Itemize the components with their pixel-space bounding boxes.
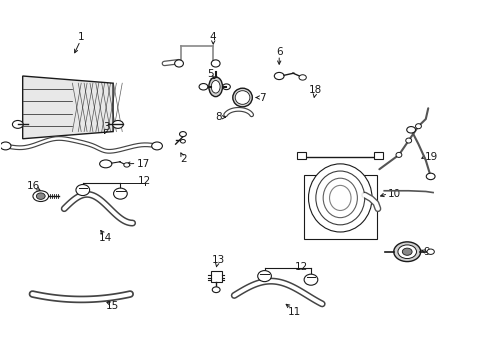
Text: 1: 1 (78, 32, 85, 42)
Ellipse shape (211, 60, 220, 67)
Text: 12: 12 (138, 176, 151, 186)
Text: 19: 19 (425, 152, 438, 162)
Ellipse shape (304, 274, 318, 285)
Ellipse shape (427, 249, 434, 255)
Text: 4: 4 (210, 32, 217, 41)
Bar (211, 271, 221, 282)
Ellipse shape (316, 171, 365, 225)
Ellipse shape (299, 75, 306, 80)
Ellipse shape (426, 173, 435, 180)
Ellipse shape (258, 271, 271, 282)
Text: 8: 8 (215, 112, 221, 122)
Ellipse shape (330, 185, 351, 211)
Ellipse shape (12, 121, 23, 129)
Ellipse shape (407, 127, 416, 133)
Bar (297, 152, 306, 159)
Ellipse shape (323, 178, 357, 218)
Ellipse shape (33, 191, 49, 202)
Ellipse shape (179, 132, 186, 136)
Text: 5: 5 (207, 69, 214, 79)
Text: 17: 17 (137, 158, 150, 168)
Text: 2: 2 (181, 154, 187, 164)
Ellipse shape (394, 242, 420, 262)
Ellipse shape (99, 160, 112, 168)
Ellipse shape (199, 84, 208, 90)
Ellipse shape (233, 88, 252, 107)
Ellipse shape (235, 91, 250, 104)
Ellipse shape (180, 139, 185, 143)
Ellipse shape (222, 84, 230, 90)
Ellipse shape (0, 142, 11, 150)
Ellipse shape (114, 188, 127, 199)
Ellipse shape (398, 245, 416, 258)
Ellipse shape (113, 121, 123, 129)
Text: 18: 18 (309, 85, 322, 95)
Text: 15: 15 (105, 301, 119, 311)
Ellipse shape (274, 72, 284, 80)
Ellipse shape (402, 248, 412, 255)
Text: 16: 16 (27, 181, 41, 191)
Ellipse shape (396, 152, 402, 157)
Ellipse shape (36, 193, 45, 199)
Text: 6: 6 (276, 46, 283, 57)
Bar (374, 152, 383, 159)
Ellipse shape (209, 77, 222, 96)
Text: 7: 7 (259, 93, 265, 103)
Ellipse shape (212, 287, 220, 293)
Text: 14: 14 (99, 233, 112, 243)
Text: 12: 12 (294, 262, 308, 272)
Text: 10: 10 (388, 189, 401, 199)
Ellipse shape (406, 138, 412, 143)
Ellipse shape (152, 142, 162, 150)
Ellipse shape (416, 124, 421, 129)
Text: 13: 13 (212, 255, 225, 265)
Text: 3: 3 (103, 122, 110, 132)
Ellipse shape (309, 164, 372, 232)
Bar (304, 175, 377, 239)
Polygon shape (23, 76, 113, 139)
Ellipse shape (174, 60, 183, 67)
Text: 9: 9 (424, 247, 430, 257)
Ellipse shape (76, 185, 90, 195)
Text: 11: 11 (288, 307, 301, 317)
Ellipse shape (124, 163, 130, 167)
Ellipse shape (211, 81, 220, 93)
